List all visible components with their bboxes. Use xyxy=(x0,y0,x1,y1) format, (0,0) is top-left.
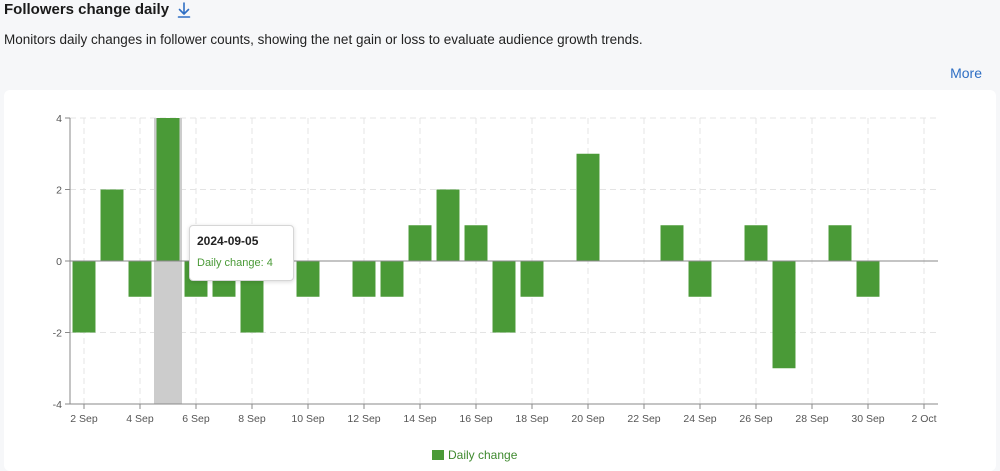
chart-header: Followers change daily Monitors daily ch… xyxy=(4,0,994,47)
x-tick-label: 2 Oct xyxy=(911,413,936,425)
y-tick-label: 0 xyxy=(56,256,62,268)
x-tick-label: 8 Sep xyxy=(238,413,266,425)
x-tick-label: 14 Sep xyxy=(403,413,436,425)
bar-2-sep[interactable] xyxy=(72,261,96,333)
y-axis-ticks: -4 -2 0 2 4 xyxy=(53,113,70,411)
x-tick-label: 12 Sep xyxy=(347,413,380,425)
bar-13-sep[interactable] xyxy=(380,261,404,297)
download-arrow-icon[interactable] xyxy=(177,1,193,19)
bar-12-sep[interactable] xyxy=(352,261,376,297)
x-tick-label: 2 Sep xyxy=(70,413,98,425)
bar-14-sep[interactable] xyxy=(408,225,432,261)
bar-30-sep[interactable] xyxy=(856,261,880,297)
y-tick-label: -4 xyxy=(53,399,62,411)
title-row: Followers change daily xyxy=(4,0,994,20)
x-tick-label: 26 Sep xyxy=(739,413,772,425)
y-tick-label: 2 xyxy=(56,185,62,197)
bar-24-sep[interactable] xyxy=(688,261,712,297)
bar-15-sep[interactable] xyxy=(436,189,460,262)
legend-swatch xyxy=(432,450,444,460)
bar-16-sep[interactable] xyxy=(464,225,488,261)
x-tick-label: 24 Sep xyxy=(683,413,716,425)
bar-4-sep[interactable] xyxy=(128,261,152,297)
x-axis-ticks: 2 Sep 4 Sep 6 Sep 8 Sep 10 Sep 12 Sep 14 Sep 16… xyxy=(70,404,937,425)
x-tick-label: 22 Sep xyxy=(627,413,660,425)
x-tick-label: 10 Sep xyxy=(291,413,324,425)
bar-23-sep[interactable] xyxy=(660,225,684,261)
x-tick-label: 16 Sep xyxy=(459,413,492,425)
bar-20-sep[interactable] xyxy=(576,153,600,261)
chart-description: Monitors daily changes in follower count… xyxy=(4,32,643,47)
bar-18-sep[interactable] xyxy=(520,261,544,297)
bar-27-sep[interactable] xyxy=(772,261,796,369)
chart-title: Followers change daily xyxy=(4,1,170,18)
x-tick-label: 30 Sep xyxy=(851,413,884,425)
followers-bar-chart: -4 -2 0 2 4 2 Sep 4 Sep 6 Sep 8 Sep 10 Sep 12 Sep… xyxy=(53,113,938,425)
bar-17-sep[interactable] xyxy=(492,261,516,333)
x-tick-label: 18 Sep xyxy=(515,413,548,425)
y-tick-label: -2 xyxy=(53,328,62,340)
tooltip-date: 2024-09-05 xyxy=(197,234,259,248)
bar-26-sep[interactable] xyxy=(744,225,768,261)
x-tick-label: 4 Sep xyxy=(126,413,154,425)
x-tick-label: 28 Sep xyxy=(795,413,828,425)
chart-panel: -4 -2 0 2 4 2 Sep 4 Sep 6 Sep 8 Sep 10 Sep 12 Sep… xyxy=(4,90,996,471)
x-tick-label: 20 Sep xyxy=(571,413,604,425)
bar-29-sep[interactable] xyxy=(828,225,852,261)
chart-legend[interactable]: Daily change xyxy=(432,448,517,462)
bar-5-sep[interactable] xyxy=(156,118,180,261)
bar-3-sep[interactable] xyxy=(100,189,124,262)
bar-10-sep[interactable] xyxy=(296,261,320,297)
x-tick-label: 6 Sep xyxy=(182,413,210,425)
bar-series xyxy=(72,118,880,369)
legend-label: Daily change xyxy=(448,448,518,462)
tooltip-value: Daily change: 4 xyxy=(197,257,273,269)
y-tick-label: 4 xyxy=(56,113,62,125)
chart-tooltip: 2024-09-05 Daily change: 4 xyxy=(189,225,294,281)
more-link[interactable]: More xyxy=(950,65,982,81)
